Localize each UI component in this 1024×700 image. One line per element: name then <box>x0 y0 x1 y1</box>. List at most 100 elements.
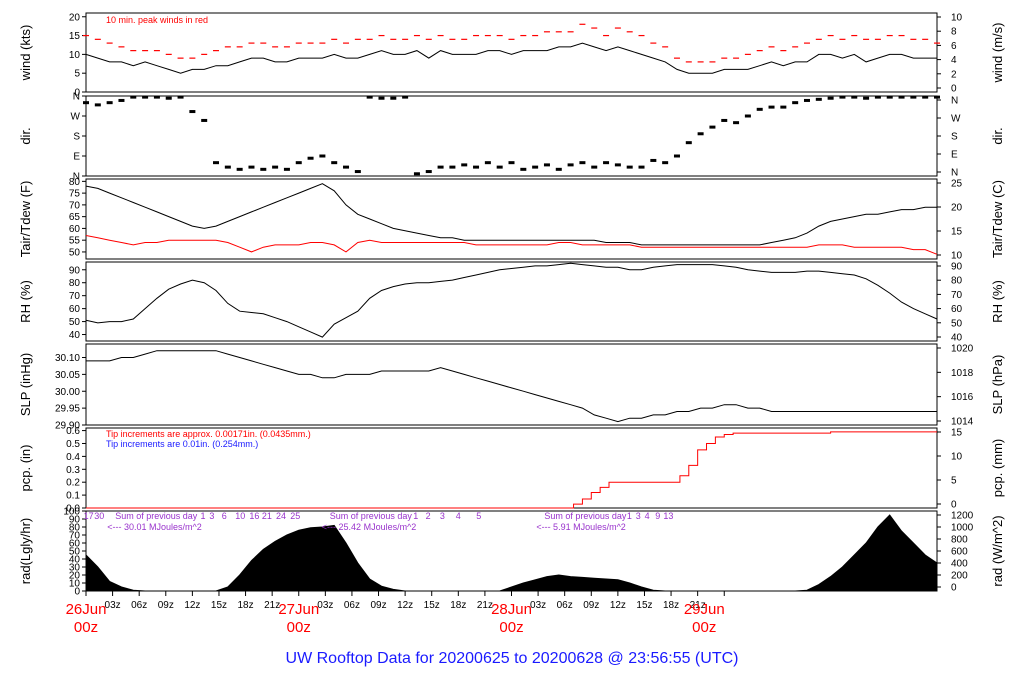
x-tick-label: 15z <box>424 600 440 611</box>
dir-ylabel-right: dir. <box>990 127 1005 144</box>
rh-rtick-label: 40 <box>951 333 963 344</box>
dir-rtick-label: W <box>951 114 961 125</box>
wind-panel <box>82 12 941 93</box>
rad-daily-note: <--- 5.91 MJoules/m^2 <box>536 522 626 532</box>
dir-rtick-label: S <box>951 132 958 143</box>
figure-title: UW Rooftop Data for 20200625 to 20200628… <box>285 650 739 667</box>
rad-rtick-label: 0 <box>951 583 957 594</box>
rad-rtick-label: 400 <box>951 559 968 570</box>
dir-rtick-label: N <box>951 96 958 107</box>
dir-point <box>638 165 645 169</box>
dir-point <box>685 141 692 145</box>
dir-point <box>236 167 243 171</box>
x-day-label: 28Jun <box>491 601 532 618</box>
temp-rtick-label: 25 <box>951 179 963 190</box>
x-tick-label: 03z <box>530 600 546 611</box>
x-day-label: 26Jun <box>66 601 107 618</box>
dir-point <box>792 101 799 105</box>
rad-hour-mark: 4 <box>456 511 461 521</box>
dir-point <box>520 167 527 171</box>
temp-ytick-label: 50 <box>69 247 81 258</box>
rad-ylabel-right: rad (W/m^2) <box>990 515 1005 586</box>
rad-daily-note: Sum of previous day <box>330 511 413 521</box>
rh-frame <box>85 261 938 342</box>
dir-point <box>83 101 89 105</box>
pcp-series-precip <box>86 431 937 509</box>
dir-point <box>177 95 184 99</box>
temp-ytick-label: 65 <box>69 212 81 223</box>
dir-point <box>378 96 385 100</box>
pcp-ytick-label: 0.1 <box>66 491 80 502</box>
dir-point <box>142 95 149 99</box>
wind-ytick-label: 15 <box>69 31 81 42</box>
dir-point <box>780 105 787 109</box>
slp-ytick-label: 30.05 <box>55 370 80 381</box>
dir-point <box>910 95 917 99</box>
dir-point <box>886 95 893 99</box>
temp-ytick-label: 80 <box>69 177 81 188</box>
wind-rtick-label: 4 <box>951 55 957 66</box>
rad-ylabel-left: rad(Lgly/hr) <box>18 518 33 584</box>
rad-ytick-label: 30 <box>69 563 81 574</box>
dir-point <box>106 101 113 105</box>
x-tick-label: 15z <box>636 600 652 611</box>
dir-point <box>591 165 598 169</box>
temp-rtick-label: 15 <box>951 227 963 238</box>
temp-ylabel-right: Tair/Tdew (C) <box>990 180 1005 258</box>
rh-series-RH <box>85 262 938 338</box>
dir-ytick-label: E <box>73 152 80 163</box>
rad-hour-mark: 21 <box>262 511 272 521</box>
dir-point <box>425 170 432 174</box>
dir-point <box>922 95 929 99</box>
dir-point <box>567 163 574 167</box>
x-day-hour-label: 00z <box>499 619 523 636</box>
dir-point <box>402 95 409 99</box>
rh-ylabel-left: RH (%) <box>18 280 33 323</box>
x-tick-label: 21z <box>477 600 493 611</box>
dir-point <box>733 121 740 125</box>
x-tick-label: 18z <box>663 600 679 611</box>
x-tick-label: 21z <box>690 600 706 611</box>
rh-rtick-label: 70 <box>951 290 963 301</box>
wind-note: 10 min. peak winds in red <box>106 15 208 25</box>
dir-point <box>272 165 279 169</box>
wind-rtick-label: 2 <box>951 69 957 80</box>
wind-ytick-label: 20 <box>69 12 81 23</box>
dir-point <box>94 103 101 107</box>
rad-hour-mark: 10 <box>235 511 245 521</box>
x-day-hour-label: 00z <box>692 619 716 636</box>
rad-frame <box>85 510 938 592</box>
dir-point <box>331 161 338 165</box>
dir-point <box>815 97 822 101</box>
temp-series-Tdew <box>85 235 938 255</box>
wind-rtick-label: 8 <box>951 27 957 38</box>
x-day-hour-label: 00z <box>74 619 98 636</box>
dir-point <box>224 165 231 169</box>
rh-ytick-label: 40 <box>69 330 81 341</box>
dir-ytick-label: N <box>73 92 80 103</box>
x-day-label: 27Jun <box>278 601 319 618</box>
dir-point <box>343 165 350 169</box>
wind-ytick-label: 5 <box>74 69 80 80</box>
temp-frame <box>85 178 938 260</box>
wind-rtick-label: 6 <box>951 41 957 52</box>
pcp-ytick-label: 0.0 <box>66 504 80 515</box>
rh-rtick-label: 90 <box>951 262 963 273</box>
dir-ytick-label: N <box>73 172 80 183</box>
dir-point <box>366 95 373 99</box>
dir-point <box>614 163 621 167</box>
dir-panel <box>82 95 941 177</box>
temp-rtick-label: 20 <box>951 203 963 214</box>
wind-frame <box>85 12 938 93</box>
rad-daily-note: Sum of previous day <box>544 511 627 521</box>
temp-panel <box>82 178 941 260</box>
slp-ylabel-left: SLP (inHg) <box>18 353 33 416</box>
rad-hour-mark: 13 <box>663 511 673 521</box>
dir-point <box>768 105 775 109</box>
rad-hour-mark: 1 <box>627 511 632 521</box>
slp-rtick-label: 1020 <box>951 344 974 355</box>
dir-point <box>697 132 704 136</box>
wind-ytick-label: 10 <box>69 50 81 61</box>
dir-point <box>532 165 539 169</box>
rad-hour-mark: 3 <box>636 511 641 521</box>
